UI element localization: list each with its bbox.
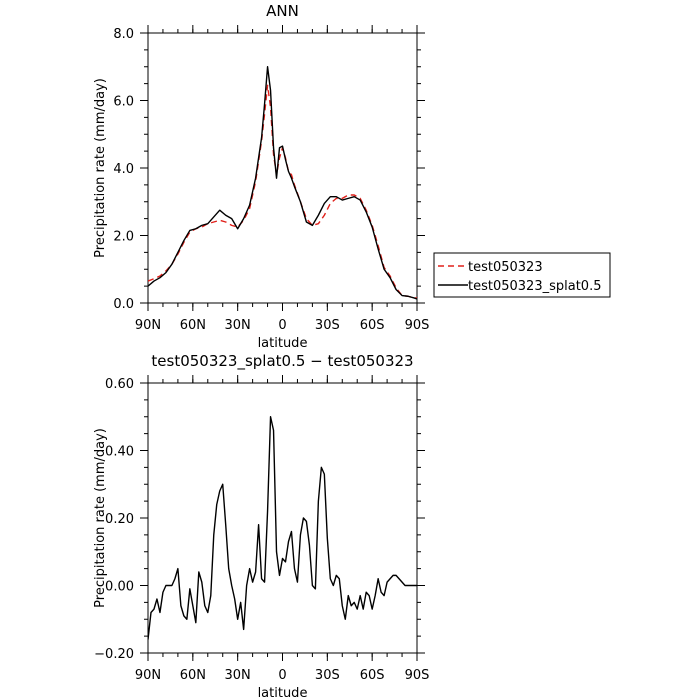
legend: test050323 test050323_splat0.5 <box>433 252 611 298</box>
chart-title: test050323_splat0.5 − test050323 <box>151 352 413 371</box>
y-tick-label: 0.20 <box>105 512 134 527</box>
x-axis-label: latitude <box>258 686 308 700</box>
y-tick-label: 6.0 <box>113 95 134 110</box>
y-tick-label: 2.0 <box>113 230 134 245</box>
series-line-test050323_splat0.5 <box>148 66 417 300</box>
legend-label: test050323_splat0.5 <box>468 279 601 294</box>
x-tick-label: 90S <box>405 318 430 333</box>
y-axis-label: Precipitation rate (mm/day) <box>93 428 108 608</box>
y-tick-label: 8.0 <box>113 27 134 42</box>
x-axis-label: latitude <box>258 336 308 351</box>
x-tick-label: 60N <box>180 318 206 333</box>
x-tick-label: 30N <box>225 318 251 333</box>
legend-label: test050323 <box>468 260 543 275</box>
chart-title: ANN <box>266 2 299 20</box>
y-axis-label: Precipitation rate (mm/day) <box>93 78 108 258</box>
x-tick-label: 90N <box>135 668 161 683</box>
x-tick-label: 60N <box>180 668 206 683</box>
legend-box <box>433 252 611 298</box>
x-tick-label: 0 <box>278 668 286 683</box>
y-tick-label: 0.00 <box>105 580 134 595</box>
bottom-panel: 90N 60N 30N 0 30S 60S 90S −0.20 0.00 0.20 0.40 0.60… <box>93 352 429 700</box>
x-tick-label: 30N <box>225 668 251 683</box>
y-tick-label: 4.0 <box>113 162 134 177</box>
plot-frame <box>147 382 418 654</box>
plot-frame <box>147 32 418 304</box>
series-line-test050323 <box>148 84 417 299</box>
x-tick-label: 60S <box>360 668 385 683</box>
x-tick-label: 0 <box>278 318 286 333</box>
x-tick-label: 90N <box>135 318 161 333</box>
y-tick-label: 0.0 <box>113 297 134 312</box>
y-tick-label: −0.20 <box>94 647 134 662</box>
x-tick-label: 60S <box>360 318 385 333</box>
top-panel: 90N 60N 30N 0 30S 60S 90S 0.0 2.0 4.0 6.0 8.0 ANN lat… <box>93 2 429 351</box>
x-tick-label: 30S <box>315 318 340 333</box>
y-tick-label: 0.60 <box>105 377 134 392</box>
y-tick-label: 0.40 <box>105 445 134 460</box>
x-tick-label: 30S <box>315 668 340 683</box>
series-line-difference <box>148 416 417 640</box>
x-tick-label: 90S <box>405 668 430 683</box>
